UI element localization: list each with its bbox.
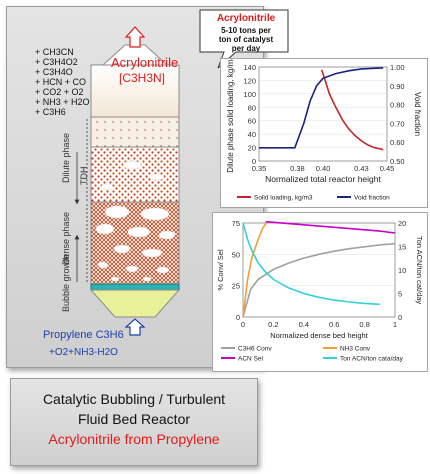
x-axis-label: Normalized dense bed height <box>270 331 368 340</box>
reactor-distributor <box>90 283 180 291</box>
caption-line-3: Acrylonitrile from Propylene <box>48 431 220 447</box>
product-arrow <box>124 26 146 48</box>
legend-label: Solid loading, kg/m3 <box>254 195 313 202</box>
legend-label: Void fraction <box>354 195 390 202</box>
callout-title: Acrylonitrile <box>216 13 276 24</box>
x-tick: 0.2 <box>268 320 278 329</box>
x-tick: 0.35 <box>252 164 267 173</box>
reactant-item: + C3H6 <box>35 107 66 117</box>
reactant-list: + CH3CN + C3H4O2 + C3H4O + HCN + CO + CO… <box>35 47 90 117</box>
legend-label: NH3 Conv <box>340 346 371 353</box>
y-tick-left: 20 <box>248 144 256 153</box>
y-tick-left: 0 <box>252 157 256 166</box>
y-axis-label-left: % Conv/ Sel <box>216 249 225 291</box>
y-tick-left: 0 <box>236 313 240 322</box>
product-formula: [C3H3N] <box>119 71 166 85</box>
series-line-void-fraction <box>259 67 384 149</box>
reactant-item: + CO2 + O2 <box>35 87 84 97</box>
x-tick: 0.43 <box>354 164 369 173</box>
feed-arrow <box>124 318 146 336</box>
y-tick-left: 100 <box>243 90 256 99</box>
bubble-growth-label: Bubble growth <box>61 254 71 312</box>
reactor-dilute-zone <box>90 146 180 203</box>
reactant-item: + HCN + CO <box>35 77 87 87</box>
y-tick-left: 120 <box>243 76 256 85</box>
y-tick-left: 25 <box>232 282 240 291</box>
y-tick-left: 75 <box>232 219 240 228</box>
series-line-ton-acn-ton-cata-day <box>242 222 380 306</box>
y-tick-left: 80 <box>248 103 256 112</box>
x-tick: 0.8 <box>359 320 369 329</box>
y-tick-right: 0.90 <box>390 82 405 91</box>
caption-line-1: Catalytic Bubbling / Turbulent <box>42 391 226 407</box>
reactant-item: + C3H4O2 <box>35 57 78 67</box>
y-tick-right: 0 <box>398 313 402 322</box>
solid-loading-chart: 0 20 40 60 80 100 120 140 0.50 0.60 0.70 0.80 0.90 1.… <box>220 55 428 208</box>
callout-line: ton of catalyst <box>218 35 274 44</box>
y-tick-right: 20 <box>398 219 406 228</box>
reactor-transport-zone <box>90 116 180 148</box>
x-tick: 0.6 <box>329 320 339 329</box>
callout-body: 5-10 tons per ton of catalyst per day <box>203 26 289 53</box>
y-tick-right: 5 <box>398 290 402 299</box>
y-tick-left: 140 <box>243 63 256 72</box>
x-tick: 0.38 <box>290 164 305 173</box>
dilute-phase-label: Dilute phase <box>61 132 71 183</box>
reactor-bottom-cone <box>89 289 181 318</box>
solid-loading-chart-svg: 0 20 40 60 80 100 120 140 0.50 0.60 0.70 0.80 0.90 1.… <box>226 55 422 202</box>
feed-label: Propylene C3H6 <box>43 329 124 341</box>
series-line-acn-sel <box>265 220 396 234</box>
y-tick-left: 40 <box>248 130 256 139</box>
callout-line: 5-10 tons per <box>221 26 271 35</box>
reactant-item: + C3H4O <box>35 67 73 77</box>
legend-label: ACN Sel <box>238 356 263 363</box>
x-tick: 1 <box>393 320 397 329</box>
reactor-bubbles <box>95 160 176 282</box>
reactor-diagram <box>74 26 181 336</box>
conversion-chart: 0 25 50 75 0 5 10 15 20 0 0.2 0.4 0.6 0.8 1 Normalized … <box>212 212 428 372</box>
reactant-item: + CH3CN <box>35 47 74 57</box>
x-tick: 0.45 <box>380 164 395 173</box>
x-tick: 0.4 <box>299 320 309 329</box>
y-tick-left: 50 <box>232 250 240 259</box>
caption-line-2: Fluid Bed Reactor <box>77 411 191 427</box>
y-axis-label-right: Ton ACN/ton cat/day <box>415 236 424 305</box>
y-tick-right: 10 <box>398 266 406 275</box>
legend-label: C3H6 Conv <box>238 346 272 353</box>
y-tick-right: 0.70 <box>390 119 405 128</box>
series-line-nh3-conv <box>242 221 268 318</box>
y-axis-label-right: Void fraction <box>413 92 422 136</box>
feed-extra-label: +O2+NH3-H2O <box>49 347 118 358</box>
y-axis-label-left: Dilute phase solid loading, kg/m3 <box>226 59 235 173</box>
x-tick: 0.40 <box>316 164 331 173</box>
conversion-chart-svg: 0 25 50 75 0 5 10 15 20 0 0.2 0.4 0.6 0.8 1 Normalized … <box>216 219 424 363</box>
caption-panel: Catalytic Bubbling / Turbulent Fluid Bed… <box>10 378 258 466</box>
x-tick: 0 <box>241 320 245 329</box>
y-tick-left: 60 <box>248 117 256 126</box>
product-name: Acrylonitrile <box>111 55 179 70</box>
series-line-solid-loading-kg-m3 <box>320 69 384 151</box>
x-axis-label: Normalized total reactor height <box>265 174 381 184</box>
tdh-label: TDH <box>79 166 89 186</box>
y-tick-right: 1.00 <box>390 63 405 72</box>
series-line-c3h6-conv <box>242 242 396 318</box>
callout-line: per day <box>231 44 261 53</box>
y-tick-right: 0.60 <box>390 138 405 147</box>
reactor-freeboard <box>90 64 180 118</box>
reactant-item: + NH3 + H2O <box>35 97 90 107</box>
plot-frame <box>258 66 388 162</box>
plot-frame <box>242 222 396 318</box>
legend-label: Ton ACN/ton cata/day <box>340 356 404 363</box>
y-tick-right: 15 <box>398 243 406 252</box>
y-tick-right: 0.80 <box>390 101 405 110</box>
y-tick-right: 0.50 <box>390 157 405 166</box>
